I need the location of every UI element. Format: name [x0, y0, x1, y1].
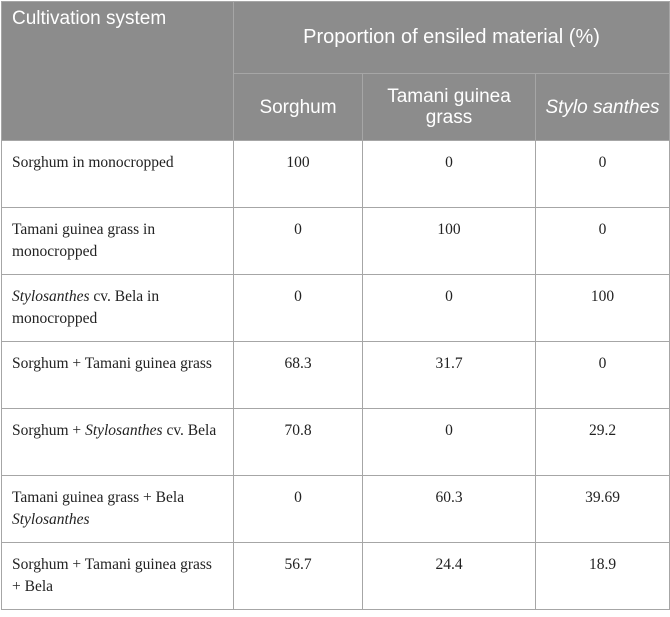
table-body: Sorghum in monocropped 100 0 0 Tamani guinea…: [1, 140, 670, 610]
header-proportion-ensiled: Proportion of ensiled material (%): [232, 0, 670, 75]
cell-cultivation-system: Sorghum + Tamani guinea grass + Bela: [1, 542, 234, 610]
cell-sorghum-value: 0: [233, 475, 363, 543]
cell-cultivation-system: Sorghum + Stylosanthes cv. Bela: [1, 408, 234, 476]
system-text: Tamani guinea grass + Bela: [12, 489, 185, 506]
header-tamani-guinea-grass: Tamani guinea grass: [362, 73, 536, 141]
italic-taxon-text: Stylosanthes: [12, 511, 90, 528]
cell-tamani-value: 0: [362, 408, 536, 476]
system-text: Tamani guinea grass in monocropped: [12, 221, 156, 260]
table-header: Cultivation system Proportion of ensiled…: [1, 0, 670, 141]
system-text: cv. Bela in monocropped: [12, 288, 160, 327]
cell-cultivation-system: Sorghum in monocropped: [1, 140, 234, 208]
cell-cultivation-system: Tamani guinea grass in monocropped: [1, 207, 234, 275]
table-row: Tamani guinea grass + Bela Stylosanthes 0…: [1, 475, 670, 543]
system-text: Sorghum + Tamani guinea grass + Bela: [12, 556, 212, 595]
system-text: Sorghum +: [12, 422, 86, 439]
cell-sorghum-value: 0: [233, 207, 363, 275]
cell-tamani-value: 60.3: [362, 475, 536, 543]
italic-taxon-text: Stylosanthes: [85, 422, 163, 439]
cell-stylo-value: 100: [534, 274, 670, 342]
system-text: Sorghum + Tamani guinea grass: [12, 355, 212, 372]
cell-stylo-value: 39.69: [534, 475, 670, 543]
cell-stylo-value: 0: [534, 140, 670, 208]
cell-stylo-value: 0: [534, 207, 670, 275]
cell-cultivation-system: Stylosanthes cv. Bela in monocropped: [1, 274, 234, 342]
table-row: Tamani guinea grass in monocropped 0 100 0: [1, 207, 670, 275]
table-row: Sorghum in monocropped 100 0 0: [1, 140, 670, 208]
cell-tamani-value: 31.7: [362, 341, 536, 409]
table-row: Sorghum + Stylosanthes cv. Bela 70.8 0 29.2: [1, 408, 670, 476]
table-row: Sorghum + Tamani guinea grass + Bela 56.7…: [1, 542, 670, 610]
cell-sorghum-value: 0: [233, 274, 363, 342]
header-stylosanthes-label: Stylo santhes: [545, 96, 660, 118]
table-row: Sorghum + Tamani guinea grass 68.3 31.7 0: [1, 341, 670, 409]
cell-sorghum-value: 70.8: [233, 408, 363, 476]
cell-sorghum-value: 68.3: [233, 341, 363, 409]
cell-cultivation-system: Sorghum + Tamani guinea grass: [1, 341, 234, 409]
cell-tamani-value: 100: [362, 207, 536, 275]
header-cultivation-system: Cultivation system: [1, 1, 234, 141]
cell-cultivation-system: Tamani guinea grass + Bela Stylosanthes: [1, 475, 234, 543]
header-sorghum: Sorghum: [233, 73, 363, 141]
table-row: Stylosanthes cv. Bela in monocropped 0 0 10…: [1, 274, 670, 342]
cell-tamani-value: 24.4: [362, 542, 536, 610]
italic-taxon-text: Stylosanthes: [12, 288, 90, 305]
system-text: cv. Bela: [162, 422, 217, 439]
cell-tamani-value: 0: [362, 274, 536, 342]
system-text: Sorghum in monocropped: [12, 154, 174, 171]
cell-stylo-value: 0: [534, 341, 670, 409]
cell-stylo-value: 29.2: [534, 408, 670, 476]
cell-sorghum-value: 100: [233, 140, 363, 208]
cell-tamani-value: 0: [362, 140, 536, 208]
cell-sorghum-value: 56.7: [233, 542, 363, 610]
cell-stylo-value: 18.9: [534, 542, 670, 610]
header-stylosanthes: Stylo santhes: [534, 73, 670, 141]
